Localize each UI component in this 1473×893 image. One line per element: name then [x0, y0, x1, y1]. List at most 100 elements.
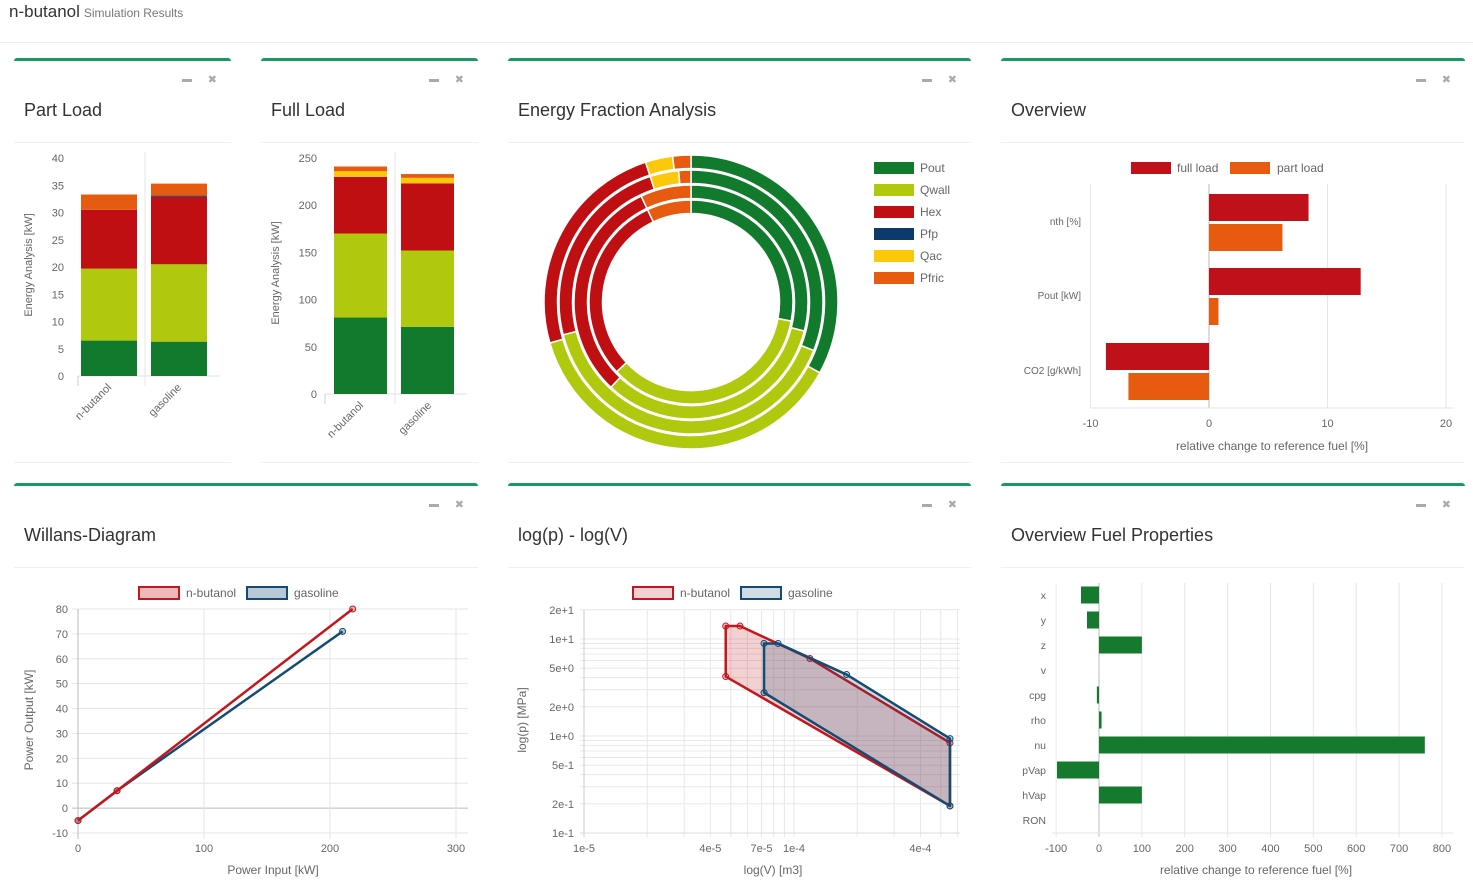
y-tick-label: hVap — [1022, 790, 1046, 802]
bar-segment-qwall — [334, 233, 387, 318]
x-tick-label: 200 — [321, 843, 339, 855]
bar-full-load — [1209, 194, 1309, 221]
legend-swatch-gasoline — [740, 586, 782, 600]
series-area-gasoline — [762, 642, 952, 808]
x-tick-label: 4e-4 — [909, 843, 931, 855]
close-icon[interactable]: ✖ — [1441, 74, 1451, 86]
y-tick-label: 40 — [56, 704, 68, 716]
minimize-icon[interactable] — [921, 78, 932, 82]
bar-segment-hex — [81, 209, 137, 269]
x-tick-label: -10 — [1083, 418, 1099, 430]
bar-part-load — [1209, 224, 1283, 251]
x-tick-label: n-butanol — [73, 382, 114, 423]
minimize-icon[interactable] — [428, 503, 439, 507]
close-icon[interactable]: ✖ — [1441, 499, 1451, 511]
bar-segment-pout — [334, 317, 387, 394]
bar-cpg — [1096, 686, 1099, 704]
legend-label: Qac — [920, 249, 942, 263]
panel-title: Full Load — [271, 100, 346, 120]
y-tick-label: 2e+0 — [549, 702, 574, 714]
x-tick-label: 1e-4 — [783, 843, 805, 855]
y-tick-label: 35 — [52, 180, 64, 192]
y-tick-label: 30 — [52, 208, 64, 220]
y-axis-label: log(p) [MPa] — [515, 687, 529, 752]
close-icon[interactable]: ✖ — [207, 74, 217, 86]
legend-swatch-qac — [874, 250, 914, 262]
y-tick-label: 15 — [52, 289, 64, 301]
close-icon[interactable]: ✖ — [454, 499, 464, 511]
bar-segment-pfric — [81, 194, 137, 210]
y-tick-label: 30 — [56, 728, 68, 740]
bar-z — [1099, 636, 1142, 654]
close-icon[interactable]: ✖ — [454, 74, 464, 86]
close-icon[interactable]: ✖ — [947, 74, 957, 86]
y-axis-label: Power Output [kW] — [22, 670, 36, 771]
data-point — [722, 673, 730, 681]
minimize-icon[interactable] — [1415, 78, 1426, 82]
x-tick-label: 4e-5 — [699, 843, 721, 855]
header-divider — [0, 42, 1473, 43]
y-tick-label: 10 — [56, 778, 68, 790]
panel-fuel-properties: ✖ Overview Fuel Properties — [1001, 483, 1465, 893]
bar-segment-qwall — [81, 268, 137, 341]
y-tick-label: y — [1041, 615, 1047, 627]
data-point — [946, 735, 954, 743]
y-tick-label: 5e+0 — [549, 663, 574, 675]
y-tick-label: 5e-1 — [552, 760, 574, 772]
bar-segment-qwall — [401, 250, 454, 327]
bar-segment-qac — [334, 171, 387, 177]
legend-label: Pout — [920, 161, 945, 175]
y-tick-label: 1e-1 — [552, 828, 574, 840]
minimize-icon[interactable] — [1415, 503, 1426, 507]
fuel-properties-bar-chart: -100 0 100 200 300 400 500 600 700 800 x y z v cpg rho n… — [1022, 583, 1453, 877]
x-tick-label: n-butanol — [325, 400, 366, 441]
x-tick-label: -100 — [1045, 843, 1067, 855]
minimize-icon[interactable] — [428, 78, 439, 82]
y-tick-label: 2e-1 — [552, 799, 574, 811]
legend-label: gasoline — [788, 586, 833, 600]
bar-segment-pout — [151, 341, 207, 376]
y-tick-label: 150 — [299, 247, 317, 259]
legend-label: Pfric — [920, 271, 944, 285]
panel-willans: ✖ Willans-Diagram — [14, 483, 478, 893]
panel-footer-line — [1001, 462, 1465, 463]
y-tick-label: 20 — [56, 753, 68, 765]
data-point — [722, 622, 730, 630]
y-tick-label: 5 — [58, 344, 64, 356]
legend-label: Hex — [920, 205, 941, 219]
panel-divider — [14, 142, 231, 143]
y-axis-label: Energy Analysis [kW] — [270, 221, 282, 324]
stacked-bar-chart-0: 0 5 10 15 20 25 30 35 40 Energy Analysis [kW] n-bu… — [23, 152, 220, 423]
data-point — [760, 639, 768, 647]
y-tick-label: 10 — [52, 317, 64, 329]
donut-slice-pfric — [640, 184, 692, 210]
bar-rho — [1099, 711, 1102, 729]
bar-segment-pout — [81, 340, 137, 376]
y-tick-label: pVap — [1022, 765, 1046, 777]
stacked-bar-chart-1: 0 50 100 150 200 250 Energy Analysis [kW] n-but… — [270, 152, 467, 441]
x-tick-label: 800 — [1433, 843, 1451, 855]
minimize-icon[interactable] — [181, 78, 192, 82]
panel-title: Willans-Diagram — [24, 525, 157, 545]
willans-line-chart: -10 0 10 20 30 40 50 60 70 80 0 100 200 300 Power Inpu… — [22, 586, 468, 877]
legend-swatch-full-load — [1131, 162, 1171, 174]
logp-logv-chart: 2e+1 1e+1 5e+0 2e+0 1e+0 5e-1 2e-1 1e-1 1e-5 4e-5… — [515, 586, 960, 877]
x-tick-label: 200 — [1176, 843, 1194, 855]
y-tick-label: 0 — [58, 371, 64, 383]
x-tick-label: 100 — [1133, 843, 1151, 855]
x-tick-label: 300 — [447, 843, 465, 855]
legend-label: n-butanol — [680, 586, 730, 600]
bar-pVap — [1056, 761, 1099, 779]
page-header: n-butanol Simulation Results — [9, 2, 183, 22]
legend-label: n-butanol — [186, 586, 236, 600]
x-tick-label: 500 — [1304, 843, 1322, 855]
x-tick-label: 300 — [1218, 843, 1236, 855]
data-point — [774, 639, 782, 647]
close-icon[interactable]: ✖ — [947, 499, 957, 511]
panel-divider — [14, 567, 478, 568]
y-tick-label: x — [1041, 590, 1047, 602]
panel-footer-line — [261, 462, 478, 463]
minimize-icon[interactable] — [921, 503, 932, 507]
legend-swatch-n-butanol — [138, 586, 180, 600]
